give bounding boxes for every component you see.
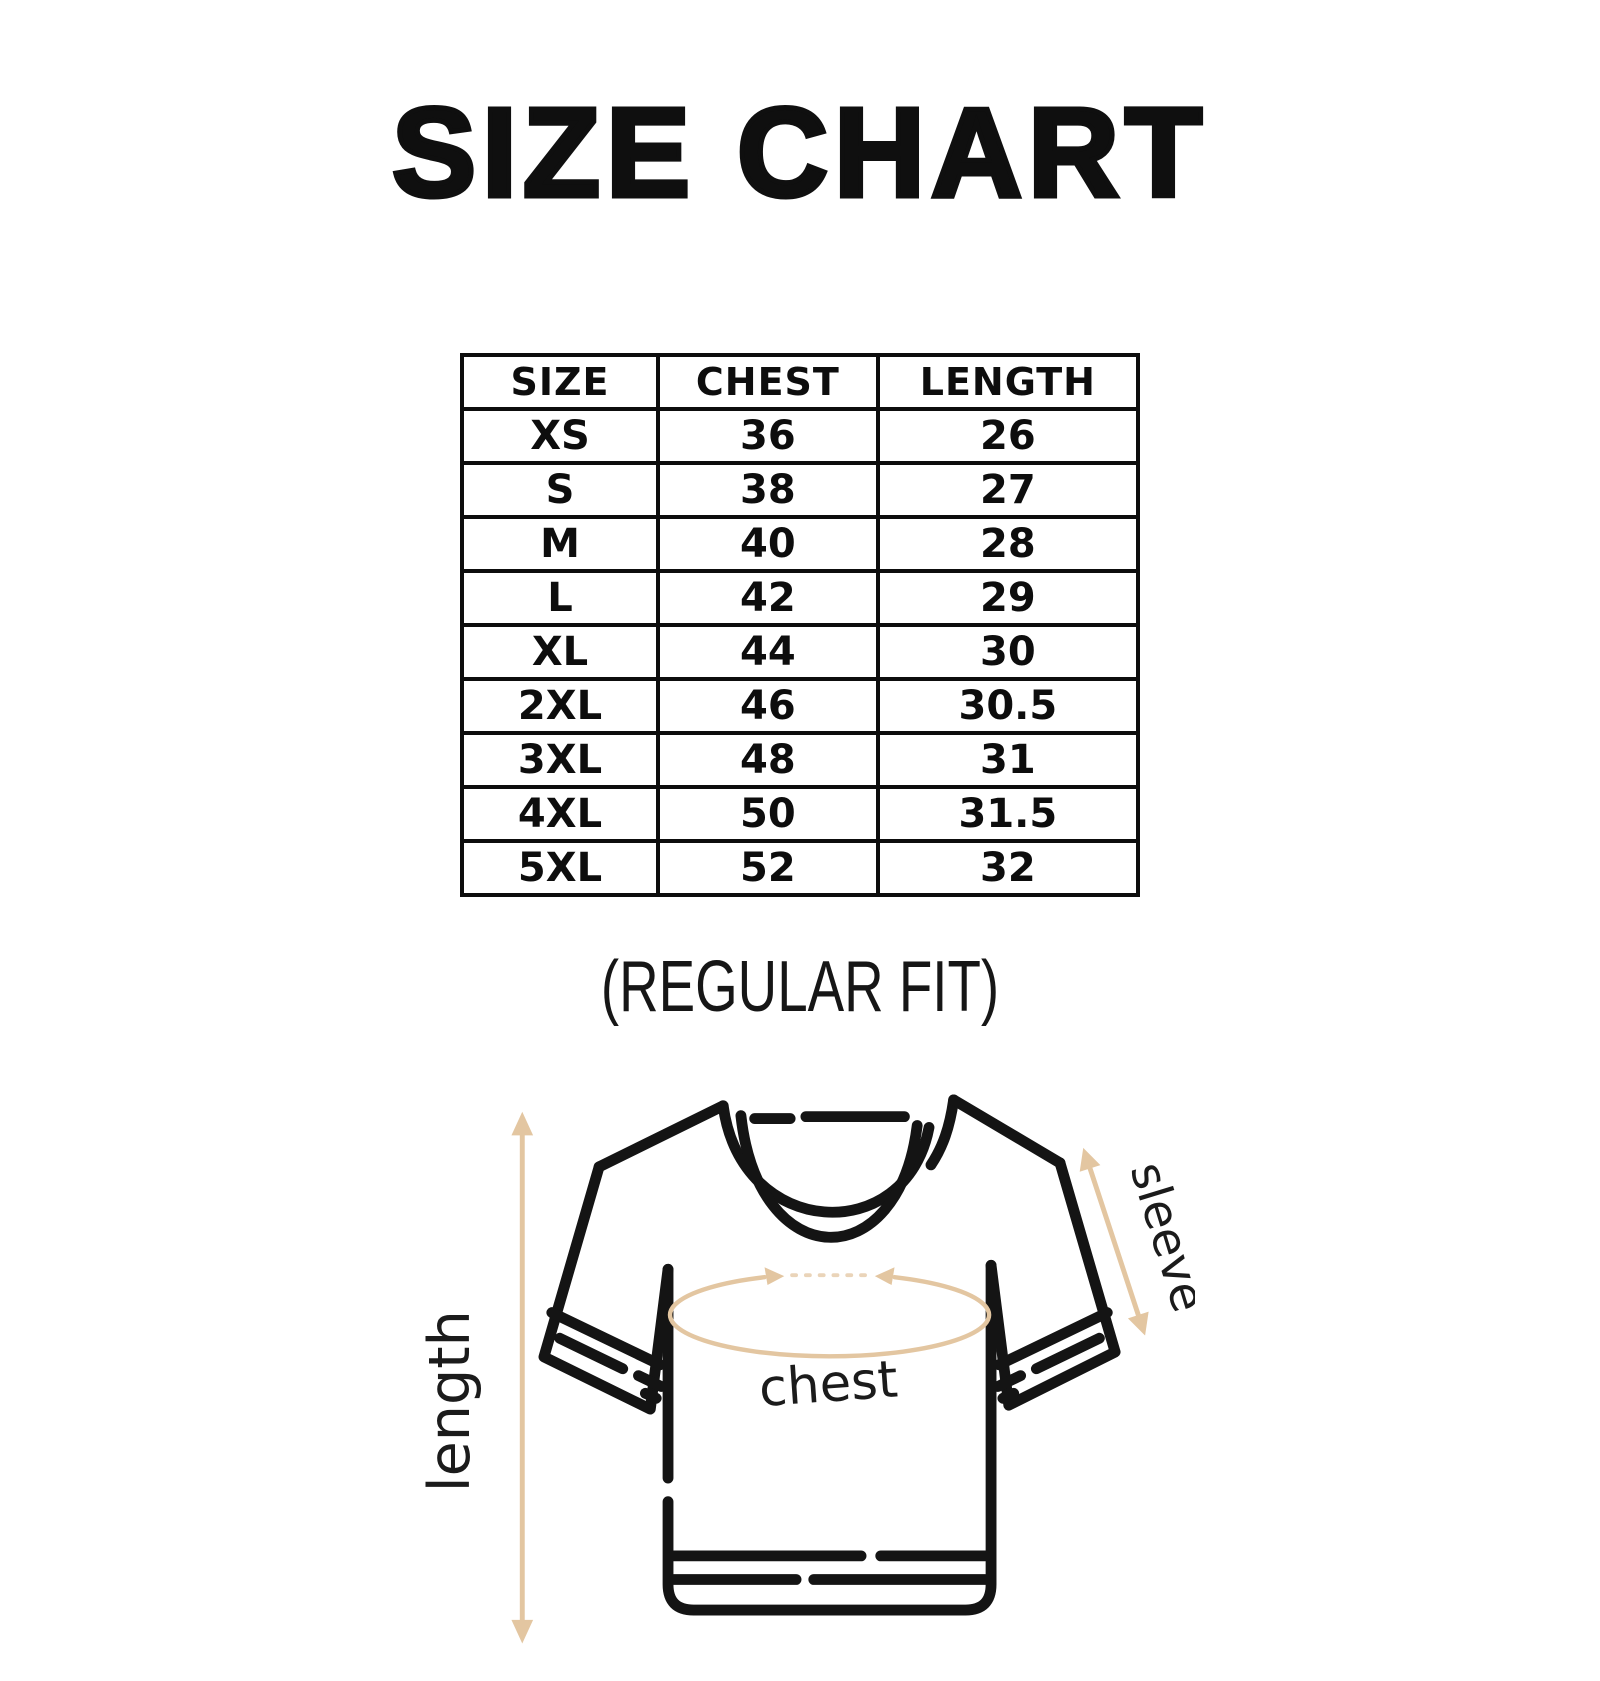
table-cell: 31 [875, 731, 1141, 789]
length-arrowhead-bottom [511, 1619, 534, 1644]
length-arrowhead-top [511, 1111, 534, 1136]
table-cell: XS [459, 407, 661, 465]
shoulder-left [593, 1100, 729, 1173]
tshirt-diagram: length chest sleeve [405, 1027, 1216, 1681]
table-cell: 46 [656, 677, 880, 735]
sleeve-right [985, 1157, 1121, 1411]
sleeve-arrow [1085, 1158, 1144, 1325]
table-cell: 29 [875, 569, 1141, 627]
table-cell: L [459, 569, 661, 627]
table-cell: 38 [656, 461, 880, 519]
table-cell: 28 [875, 515, 1141, 573]
column-header-size: SIZE [459, 353, 661, 411]
table-cell: 42 [656, 569, 880, 627]
fit-label: (REGULAR FIT) [600, 947, 1000, 1027]
sleeve-arrowhead-top [1079, 1147, 1101, 1172]
size-table: SIZE CHEST LENGTH XS 36 26 S 38 27 M 40 28 L 42 29 X… [459, 353, 1141, 897]
length-label: length [417, 1310, 483, 1492]
table-row: 5XL 52 32 [459, 839, 1141, 897]
chest-arrowhead-right [874, 1267, 895, 1286]
table-cell: 36 [656, 407, 880, 465]
table-row: S 38 27 [459, 461, 1141, 519]
table-cell: 2XL [459, 677, 661, 735]
table-row: XS 36 26 [459, 407, 1141, 465]
sleeve-arrowhead-bottom [1127, 1311, 1149, 1336]
table-cell: 5XL [459, 839, 661, 897]
table-cell: 26 [875, 407, 1141, 465]
table-cell: 40 [656, 515, 880, 573]
table-cell: 31.5 [875, 785, 1141, 843]
tshirt-diagram-svg: length chest sleeve [417, 1094, 1216, 1644]
table-cell: 30.5 [875, 677, 1141, 735]
table-cell: 27 [875, 461, 1141, 519]
table-row: M 40 28 [459, 515, 1141, 573]
table-row: 4XL 50 31.5 [459, 785, 1141, 843]
column-header-chest: CHEST [656, 353, 880, 411]
size-table-body: XS 36 26 S 38 27 M 40 28 L 42 29 XL 44 30 2XL 46 30.5 3XL 4… [459, 407, 1141, 897]
table-row: XL 44 30 [459, 623, 1141, 681]
column-header-length: LENGTH [875, 353, 1141, 411]
table-cell: XL [459, 623, 661, 681]
sleeve-left-stripes [546, 1307, 667, 1404]
table-cell: M [459, 515, 661, 573]
table-cell: 50 [656, 785, 880, 843]
sleeve-right-stripes [992, 1307, 1113, 1404]
table-row: 2XL 46 30.5 [459, 677, 1141, 735]
collar-outline-fragment [925, 1094, 960, 1171]
table-header-row: SIZE CHEST LENGTH [459, 353, 1141, 411]
chest-ellipse [667, 1274, 992, 1359]
table-row: L 42 29 [459, 569, 1141, 627]
table-row: 3XL 48 31 [459, 731, 1141, 789]
tshirt-outline [538, 1094, 1121, 1616]
hem-lines [668, 1550, 991, 1585]
sleeve-left [538, 1161, 674, 1415]
table-cell: 4XL [459, 785, 661, 843]
table-cell: 52 [656, 839, 880, 897]
chest-arrowhead-left [764, 1267, 785, 1286]
table-cell: 48 [656, 731, 880, 789]
table-cell: 32 [875, 839, 1141, 897]
table-cell: 44 [656, 623, 880, 681]
shoulder-right [948, 1094, 1066, 1169]
chest-label: chest [757, 1350, 900, 1420]
collar-inner [735, 1110, 923, 1243]
table-cell: 3XL [459, 731, 661, 789]
table-cell: 30 [875, 623, 1141, 681]
collar-dashes [749, 1111, 910, 1125]
table-cell: S [459, 461, 661, 519]
page-title: SIZE CHART [390, 81, 1208, 224]
